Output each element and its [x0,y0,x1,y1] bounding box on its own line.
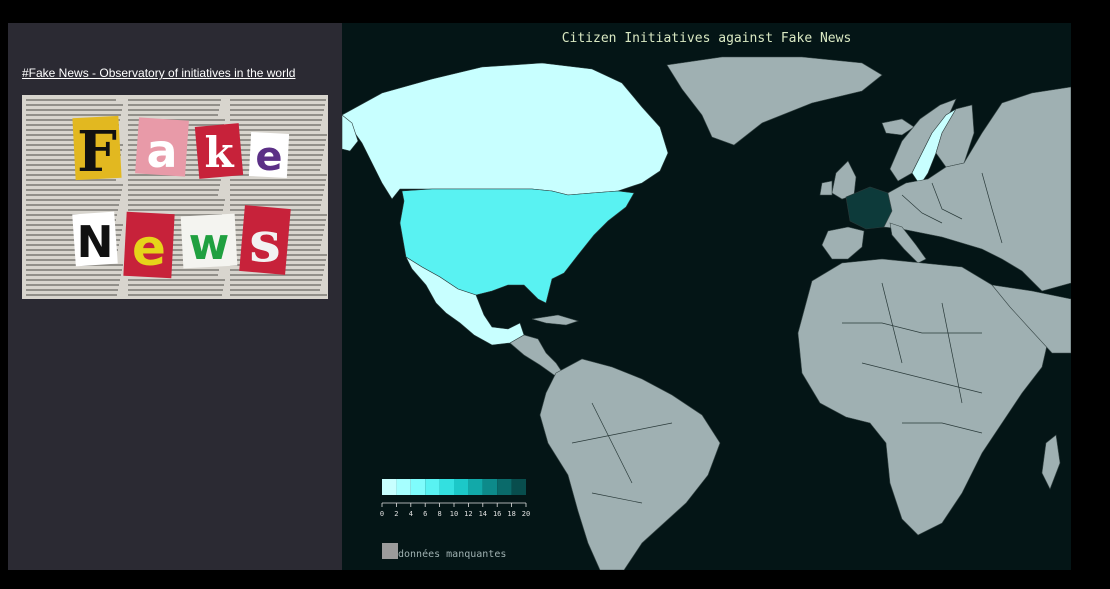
legend-tick-label: 4 [409,510,413,518]
legend-tick-label: 8 [437,510,441,518]
legend-tick-label: 16 [493,510,501,518]
legend-tick-label: 6 [423,510,427,518]
country-cuba[interactable] [531,314,579,326]
country-spain[interactable] [821,226,865,260]
legend-swatch [497,479,512,495]
country-italy[interactable] [889,222,927,264]
fake-news-banner-image: F a k e N e w s [22,95,328,299]
banner-letter: s [249,209,281,275]
missing-data-label: données manquantes [398,548,506,560]
map-title: Citizen Initiatives against Fake News [561,31,852,46]
sidebar-content: #Fake News - Observatory of initiatives … [8,23,342,570]
legend-tick-label: 12 [464,510,472,518]
banner-letter: N [77,217,114,268]
region-arabia[interactable] [991,284,1071,354]
legend-swatch [468,479,483,495]
country-iceland[interactable] [881,118,915,136]
country-central-america[interactable] [509,334,565,376]
banner-letter: e [132,219,166,277]
country-canada[interactable] [342,62,669,200]
observatory-title-link[interactable]: #Fake News - Observatory of initiatives … [22,66,296,80]
legend-tick-label: 18 [507,510,515,518]
world-map-panel: Citizen Initiatives against Fake News [342,23,1071,570]
country-usa-alaska[interactable] [342,114,359,152]
continent-south-america[interactable] [539,358,721,570]
legend-tick-label: 10 [450,510,458,518]
legend-swatch [382,479,397,495]
country-greenland[interactable] [666,56,883,146]
country-ireland[interactable] [819,180,833,196]
banner-letter: k [204,128,234,177]
legend-tick-label: 0 [380,510,384,518]
legend-swatch [511,479,526,495]
country-madagascar[interactable] [1041,434,1061,490]
legend-tick-label: 14 [479,510,487,518]
country-uk[interactable] [831,160,857,200]
country-borders [571,172,1003,504]
legend-tick-label: 2 [394,510,398,518]
legend-tick-label: 20 [522,510,530,518]
region-eurasia[interactable] [883,86,1071,292]
color-legend: 0 2 4 6 8 10 12 14 16 18 20 données manquantes [380,479,530,560]
legend-swatch [439,479,454,495]
legend-swatch [454,479,469,495]
banner-row-1: F a k e [72,115,290,185]
legend-swatch [396,479,411,495]
country-finland[interactable] [935,104,975,168]
banner-letter: e [255,134,282,180]
banner-letter: F [77,119,117,185]
legend-swatch [410,479,426,495]
world-map: 0 2 4 6 8 10 12 14 16 18 20 données manquantes [342,56,1071,570]
banner-row-2: N e w s [72,205,291,279]
banner-letter: a [146,124,177,178]
newspaper-collage: F a k e N e w s [22,95,328,299]
missing-data-swatch [382,543,398,559]
legend-swatch [482,479,498,495]
continent-africa[interactable] [797,258,1049,536]
banner-letter: w [189,219,230,270]
legend-swatch [425,479,440,495]
